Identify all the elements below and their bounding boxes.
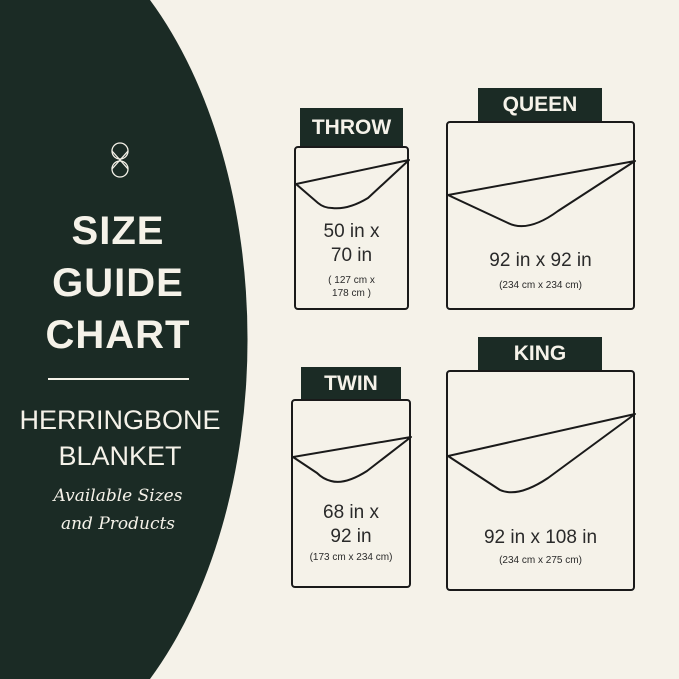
product-line: HERRINGBONE	[19, 405, 221, 435]
product-line: BLANKET	[58, 441, 182, 471]
king-cm: (234 cm x 275 cm)	[499, 555, 582, 566]
queen-cm: (234 cm x 234 cm)	[499, 280, 582, 291]
queen-inches: 92 in x 92 in	[489, 250, 592, 271]
folded-corner-icon	[296, 159, 410, 210]
left-panel-background	[0, 0, 248, 679]
throw-blanket-card: 50 in x 70 in ( 127 cm x 178 cm )	[294, 146, 410, 310]
title-line: SIZE	[71, 209, 165, 253]
tagline-line: and Products	[60, 514, 176, 534]
twin-inches: 68 in x 92 in	[323, 502, 379, 547]
interlocking-rings-logo-icon	[111, 142, 129, 178]
throw-cm: ( 127 cm x 178 cm )	[328, 275, 375, 299]
title-line: CHART	[45, 313, 191, 357]
product-name: HERRINGBONE BLANKET	[0, 402, 240, 474]
throw-inches: 50 in x 70 in	[323, 221, 380, 266]
page-title: SIZE GUIDE CHART	[0, 205, 236, 361]
queen-label: QUEEN	[478, 88, 602, 122]
tagline: Available Sizes and Products	[0, 482, 236, 538]
divider	[48, 378, 189, 380]
twin-label: TWIN	[301, 367, 401, 400]
twin-cm: (173 cm x 234 cm)	[309, 552, 393, 563]
tagline-line: Available Sizes	[53, 486, 183, 506]
twin-blanket-card: 68 in x 92 in (173 cm x 234 cm)	[291, 399, 412, 588]
title-line: GUIDE	[52, 261, 184, 305]
folded-corner-icon	[448, 413, 636, 494]
folded-corner-icon	[293, 436, 412, 483]
king-inches: 92 in x 108 in	[483, 527, 598, 548]
king-label: KING	[478, 337, 602, 371]
folded-corner-icon	[448, 160, 636, 227]
king-blanket-card: 92 in x 108 in (234 cm x 275 cm)	[446, 370, 636, 591]
queen-blanket-card: 92 in x 92 in (234 cm x 234 cm)	[446, 121, 636, 310]
throw-label: THROW	[300, 108, 403, 147]
